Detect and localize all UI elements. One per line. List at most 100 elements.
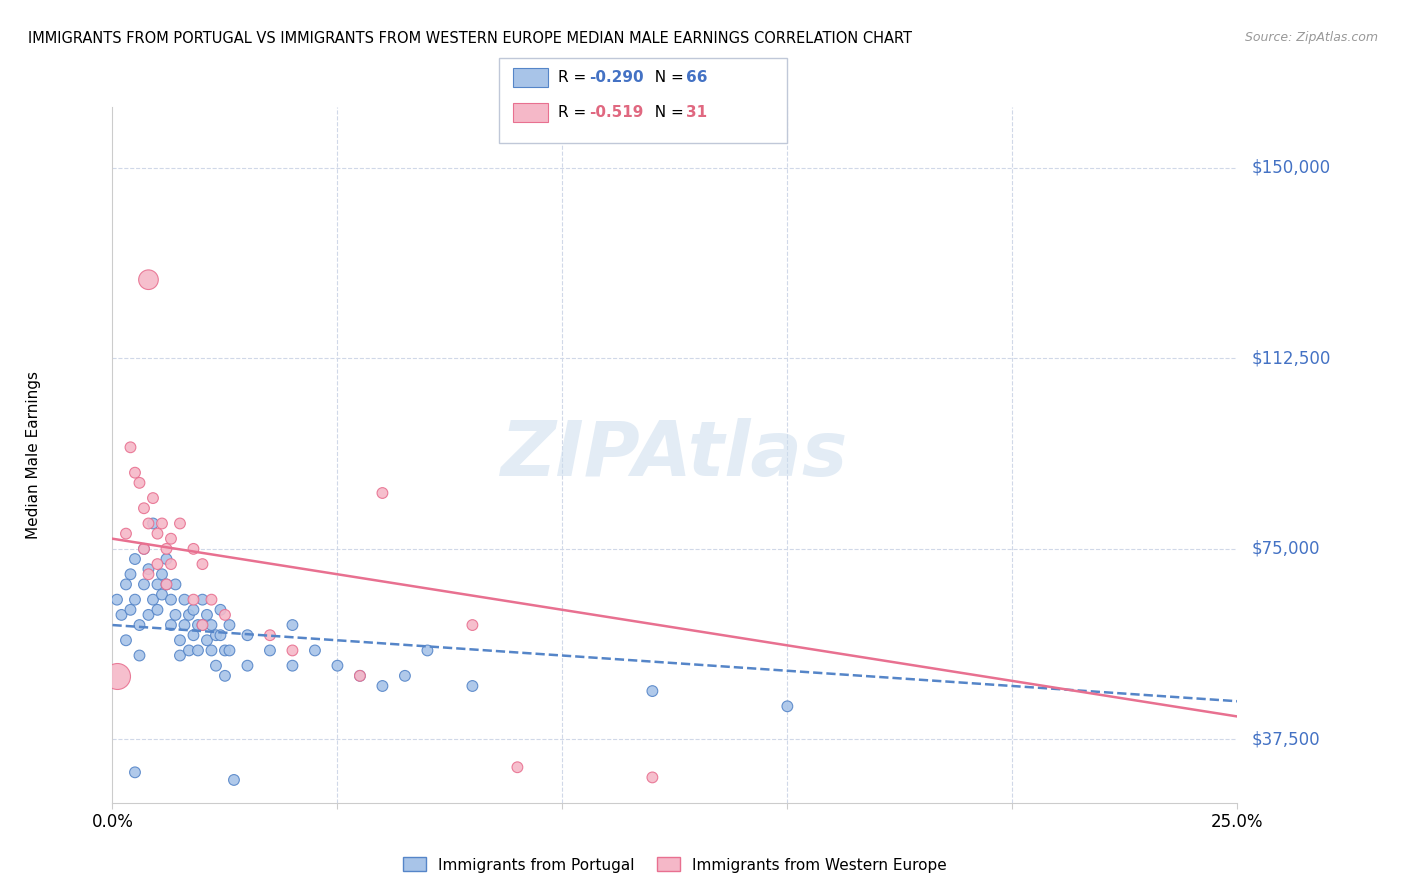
Point: [155, 577, 177, 591]
Point: [191, 618, 214, 632]
Text: $112,500: $112,500: [1251, 350, 1330, 368]
Point: [641, 771, 664, 785]
Point: [209, 628, 232, 642]
Point: [169, 648, 191, 663]
Point: [218, 618, 240, 632]
Text: R =: R =: [558, 70, 592, 85]
Point: [138, 567, 160, 582]
Point: [506, 760, 529, 774]
Point: [150, 567, 173, 582]
Point: [150, 516, 173, 531]
Point: [165, 607, 187, 622]
Point: [259, 643, 281, 657]
Point: [160, 532, 183, 546]
Point: [155, 541, 177, 556]
Point: [214, 669, 236, 683]
Point: [236, 658, 259, 673]
Point: [371, 486, 394, 500]
Point: [132, 577, 155, 591]
Point: [124, 765, 146, 780]
Point: [195, 633, 218, 648]
Point: [142, 592, 165, 607]
Text: -0.519: -0.519: [589, 105, 644, 120]
Point: [120, 567, 142, 582]
Point: [214, 643, 236, 657]
Text: R =: R =: [558, 105, 592, 120]
Point: [155, 577, 177, 591]
Point: [191, 592, 214, 607]
Point: [218, 643, 240, 657]
Point: [183, 628, 205, 642]
Point: [115, 633, 138, 648]
Point: [110, 607, 132, 622]
Point: [183, 541, 205, 556]
Point: [155, 552, 177, 566]
Point: [177, 607, 200, 622]
Point: [146, 557, 169, 571]
Point: [183, 592, 205, 607]
Point: [183, 603, 205, 617]
Point: [281, 643, 304, 657]
Point: [146, 603, 169, 617]
Point: [461, 679, 484, 693]
Point: [138, 562, 160, 576]
Point: [124, 592, 146, 607]
Point: [105, 592, 128, 607]
Point: [146, 526, 169, 541]
Point: [160, 618, 183, 632]
Point: [132, 541, 155, 556]
Point: [138, 273, 160, 287]
Point: [173, 618, 195, 632]
Point: [124, 466, 146, 480]
Point: [138, 516, 160, 531]
Point: [191, 557, 214, 571]
Point: [187, 618, 209, 632]
Text: N =: N =: [645, 70, 689, 85]
Point: [281, 658, 304, 673]
Point: [150, 588, 173, 602]
Point: [169, 516, 191, 531]
Point: [200, 618, 222, 632]
Legend: Immigrants from Portugal, Immigrants from Western Europe: Immigrants from Portugal, Immigrants fro…: [396, 851, 953, 879]
Point: [160, 557, 183, 571]
Point: [349, 669, 371, 683]
Point: [394, 669, 416, 683]
Point: [142, 516, 165, 531]
Point: [115, 577, 138, 591]
Point: [371, 679, 394, 693]
Point: [128, 648, 150, 663]
Point: [195, 607, 218, 622]
Point: [132, 501, 155, 516]
Text: Median Male Earnings: Median Male Earnings: [27, 371, 41, 539]
Point: [200, 592, 222, 607]
Point: [236, 628, 259, 642]
Point: [326, 658, 349, 673]
Point: [416, 643, 439, 657]
Text: Source: ZipAtlas.com: Source: ZipAtlas.com: [1244, 31, 1378, 45]
Point: [209, 603, 232, 617]
Point: [146, 577, 169, 591]
Point: [214, 607, 236, 622]
Point: [191, 618, 214, 632]
Point: [281, 618, 304, 632]
Point: [105, 669, 128, 683]
Point: [259, 628, 281, 642]
Text: 66: 66: [686, 70, 707, 85]
Point: [120, 603, 142, 617]
Point: [115, 526, 138, 541]
Point: [160, 592, 183, 607]
Point: [200, 643, 222, 657]
Point: [461, 618, 484, 632]
Point: [128, 475, 150, 490]
Point: [169, 633, 191, 648]
Text: N =: N =: [645, 105, 689, 120]
Text: 31: 31: [686, 105, 707, 120]
Point: [142, 491, 165, 505]
Point: [304, 643, 326, 657]
Text: $37,500: $37,500: [1251, 731, 1320, 748]
Text: -0.290: -0.290: [589, 70, 644, 85]
Point: [128, 618, 150, 632]
Point: [120, 440, 142, 454]
Point: [349, 669, 371, 683]
Text: $75,000: $75,000: [1251, 540, 1320, 558]
